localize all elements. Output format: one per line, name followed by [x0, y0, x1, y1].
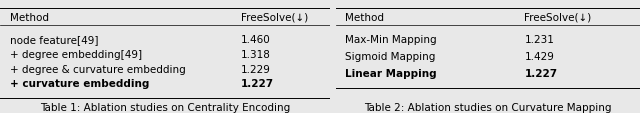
Text: 1.229: 1.229	[241, 64, 271, 74]
Text: + degree & curvature embedding: + degree & curvature embedding	[10, 64, 186, 74]
Text: 1.227: 1.227	[241, 79, 274, 89]
Text: Max-Min Mapping: Max-Min Mapping	[345, 35, 436, 45]
Text: Method: Method	[10, 13, 49, 22]
Text: 1.318: 1.318	[241, 49, 271, 59]
Text: + degree embedding[49]: + degree embedding[49]	[10, 49, 142, 59]
Text: 1.227: 1.227	[525, 68, 557, 78]
Text: Table 1: Ablation studies on Centrality Encoding: Table 1: Ablation studies on Centrality …	[40, 102, 290, 112]
Text: Method: Method	[345, 13, 384, 22]
Text: + curvature embedding: + curvature embedding	[10, 79, 149, 89]
Text: FreeSolve(↓): FreeSolve(↓)	[525, 13, 592, 22]
Text: 1.429: 1.429	[525, 52, 554, 61]
Text: Sigmoid Mapping: Sigmoid Mapping	[345, 52, 435, 61]
Text: Linear Mapping: Linear Mapping	[345, 68, 436, 78]
Text: Table 2: Ablation studies on Curvature Mapping: Table 2: Ablation studies on Curvature M…	[364, 102, 612, 112]
Text: FreeSolve(↓): FreeSolve(↓)	[241, 13, 308, 22]
Text: node feature[49]: node feature[49]	[10, 35, 99, 45]
Text: 1.460: 1.460	[241, 35, 270, 45]
Text: 1.231: 1.231	[525, 35, 554, 45]
